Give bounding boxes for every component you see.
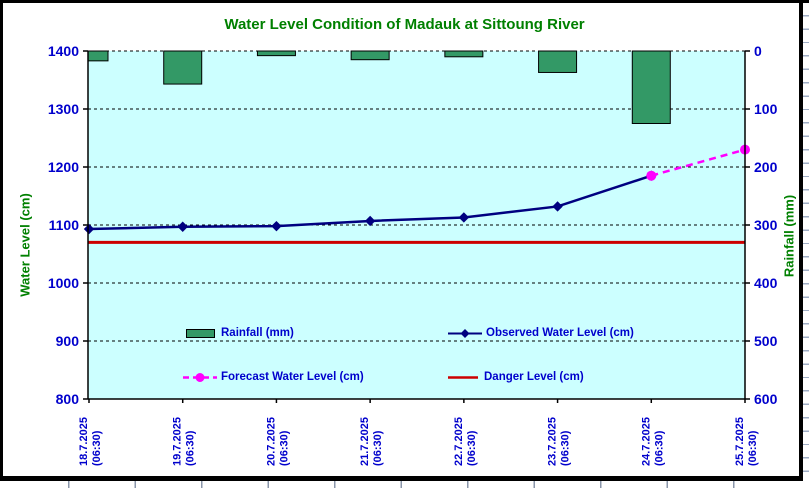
x-axis-tick-label: 21.7.2025(06:30): [359, 417, 384, 466]
right-axis-tick-label: 200: [754, 159, 778, 175]
left-axis-tick-label: 1300: [48, 101, 79, 117]
x-axis-tick-label: 22.7.2025(06:30): [453, 417, 478, 466]
observed-marker: [271, 220, 282, 232]
x-axis-tick-label: 18.7.2025(06:30): [78, 417, 103, 466]
forecast-marker: [646, 170, 657, 181]
forecast-line: [650, 148, 746, 177]
rainfall-bar-series: [88, 50, 671, 124]
left-axis-title: Water Level (cm): [17, 193, 33, 297]
x-axis-tick-label: 19.7.2025(06:30): [172, 417, 197, 466]
observed-marker: [83, 223, 95, 235]
right-axis-tick-label: 500: [754, 333, 778, 349]
observed-marker: [364, 215, 376, 227]
left-axis-tick-label: 1400: [48, 43, 79, 59]
left-axis-tick-label: 800: [56, 391, 80, 407]
observed-marker: [177, 221, 188, 232]
worksheet-column-gridlines: [3, 481, 799, 488]
danger-legend-swatch: [448, 375, 478, 379]
x-axis-tick-label: 25.7.2025(06:30): [734, 417, 759, 466]
rainfall-bar: [538, 50, 578, 73]
chart-title: Water Level Condition of Madauk at Sitto…: [224, 16, 585, 33]
rainfall-bar: [163, 50, 203, 85]
observed-marker: [458, 212, 470, 223]
rainfall-bar: [88, 50, 109, 62]
window-border-top: [0, 0, 809, 3]
forecast-legend-swatch: [183, 372, 217, 382]
left-axis-tick-label: 1200: [48, 159, 79, 175]
right-axis-tick-label: 0: [754, 43, 762, 59]
observed-marker: [552, 201, 563, 212]
legend-item-forecast: Forecast Water Level (cm): [183, 370, 364, 384]
rainfall-bar: [350, 50, 390, 61]
legend-item-rainfall: Rainfall (mm): [185, 326, 294, 340]
legend-label-observed: Observed Water Level (cm): [486, 327, 634, 339]
left-axis-tick-label: 900: [56, 333, 80, 349]
window-border-right: [799, 3, 803, 481]
rainfall-bar: [256, 50, 296, 57]
rainfall-bar: [444, 50, 484, 58]
right-axis-tick-label: 300: [754, 217, 778, 233]
window-border-left: [0, 0, 3, 481]
observed-legend-swatch: [448, 328, 482, 338]
left-axis-tick-label: 1100: [49, 217, 80, 233]
window-border-bottom: [0, 476, 803, 481]
rainfall-bar: [631, 50, 671, 124]
x-axis-tick-label: 20.7.2025(06:30): [265, 417, 290, 466]
rainfall-legend-swatch: [186, 328, 215, 338]
right-axis-tick-label: 100: [754, 101, 778, 117]
right-axis-title: Rainfall (mm): [781, 194, 797, 278]
legend-label-forecast: Forecast Water Level (cm): [221, 371, 364, 383]
legend-label-danger: Danger Level (cm): [484, 371, 584, 383]
legend-item-observed: Observed Water Level (cm): [448, 326, 634, 340]
left-axis-tick-label: 1000: [48, 275, 79, 291]
x-axis-tick-label: 23.7.2025(06:30): [547, 417, 572, 466]
right-axis-tick-label: 400: [754, 275, 778, 291]
legend-item-danger: Danger Level (cm): [448, 370, 584, 384]
legend-label-rainfall: Rainfall (mm): [221, 327, 294, 339]
right-axis-tick-label: 600: [754, 391, 778, 407]
x-axis-tick-label: 24.7.2025(06:30): [640, 417, 665, 466]
worksheet-row-gridlines: [803, 3, 809, 476]
